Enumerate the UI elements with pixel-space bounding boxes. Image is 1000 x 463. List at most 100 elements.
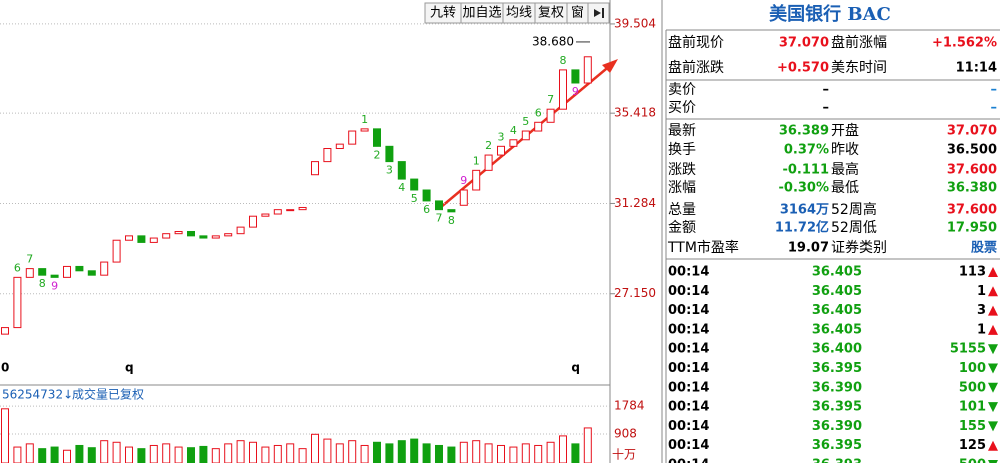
quote-value: –	[823, 101, 830, 116]
nine-turn-label: 3	[498, 130, 505, 143]
quote-value: 36.380	[947, 181, 997, 196]
x-mark: q	[125, 361, 134, 375]
quote-title: 美国银行 BAC	[769, 3, 891, 25]
candle	[50, 274, 59, 278]
quote-value: 股票	[971, 240, 997, 256]
y-tick-label: 39.504	[614, 16, 656, 30]
trade-volume: 1	[977, 322, 986, 337]
candle	[75, 265, 84, 272]
candle	[273, 209, 282, 215]
candle	[509, 139, 518, 147]
volume-bar	[435, 444, 443, 463]
toolbar-label: 九转	[430, 6, 456, 21]
volume-bar	[13, 446, 22, 463]
quote-label: 换手	[668, 141, 696, 158]
candle	[435, 200, 443, 211]
trade-volume: 113	[959, 265, 986, 280]
quote-value: 37.600	[947, 163, 997, 178]
trade-time: 00:14	[668, 380, 709, 395]
trade-down-arrow	[988, 363, 998, 374]
nine-turn-label: 5	[522, 115, 529, 128]
volume-bar	[149, 444, 158, 463]
candle	[459, 189, 468, 206]
quote-label: 最高	[831, 161, 859, 178]
quote-label: 昨收	[831, 142, 859, 158]
trade-down-arrow	[988, 421, 998, 432]
quote-value: 37.070	[779, 36, 829, 51]
volume-tick-label: 908	[614, 427, 637, 441]
trade-time: 00:14	[668, 419, 709, 434]
candle	[397, 161, 406, 180]
quote-label: 开盘	[831, 122, 859, 139]
quote-value: –	[991, 101, 998, 116]
candle	[497, 145, 505, 156]
trade-time: 00:14	[668, 265, 709, 280]
candle	[174, 230, 183, 235]
candle	[261, 213, 270, 217]
quote-value: 17.950	[947, 221, 997, 236]
volume-bar	[137, 448, 146, 463]
trade-price: 36.390	[812, 419, 862, 434]
trade-volume: 155	[959, 419, 986, 434]
volume-bar	[75, 444, 84, 463]
trade-down-arrow	[988, 460, 998, 463]
quote-value: 37.600	[947, 203, 997, 218]
trade-time: 00:14	[668, 284, 709, 299]
toolbar-button[interactable]	[566, 2, 589, 24]
volume-bar	[422, 443, 431, 463]
quote-value: 36.500	[947, 143, 997, 158]
nine-turn-label: 1	[473, 154, 480, 167]
quote-value: 11:14	[956, 61, 997, 76]
volume-bar	[385, 443, 394, 463]
nine-turn-label: 3	[386, 164, 393, 177]
quote-label: 盘前现价	[668, 34, 724, 51]
trade-down-arrow	[988, 382, 998, 393]
trade-time: 00:14	[668, 400, 709, 415]
trend-arrow-head	[602, 59, 618, 73]
trade-volume: 3	[977, 303, 986, 318]
trade-price: 36.405	[812, 265, 862, 280]
volume-unit: 十万	[612, 448, 636, 462]
quote-value: -0.111	[782, 163, 829, 178]
trade-up-arrow	[988, 286, 998, 297]
volume-bar	[534, 444, 543, 463]
trade-price: 36.395	[812, 438, 862, 453]
candle	[125, 235, 133, 241]
volume-bar	[174, 446, 183, 463]
candle	[348, 130, 357, 145]
volume-bar	[360, 444, 369, 463]
volume-bar	[100, 440, 109, 463]
volume-bar	[447, 446, 456, 463]
quote-label: 盘前涨跌	[668, 59, 724, 76]
volume-bar	[373, 441, 381, 463]
volume-bar	[112, 441, 121, 463]
candle	[286, 209, 295, 212]
volume-bar	[286, 443, 295, 463]
volume-bar	[87, 447, 96, 463]
volume-bar	[459, 441, 468, 463]
candle	[472, 169, 481, 191]
volume-bar	[298, 448, 307, 463]
trade-price: 36.400	[812, 342, 862, 357]
volume-bar	[249, 441, 257, 463]
candle	[360, 128, 369, 132]
volume-bar	[335, 443, 344, 463]
volume-bar	[199, 445, 208, 463]
candle	[559, 69, 567, 110]
nine-turn-label: 6	[535, 106, 542, 119]
nine-turn-label: 9	[572, 85, 579, 98]
quote-value: –	[823, 83, 830, 98]
candle	[187, 230, 195, 237]
candle	[100, 261, 109, 276]
candle	[224, 233, 233, 237]
nine-turn-label: 7	[26, 253, 33, 266]
candle	[199, 235, 208, 239]
candle	[410, 178, 419, 191]
candle	[162, 233, 171, 239]
volume-bar	[162, 443, 171, 463]
volume-bar	[546, 441, 555, 463]
quote-value: 19.07	[788, 241, 829, 256]
trade-volume: 500	[959, 458, 986, 463]
quote-value: 0.37%	[784, 143, 829, 158]
